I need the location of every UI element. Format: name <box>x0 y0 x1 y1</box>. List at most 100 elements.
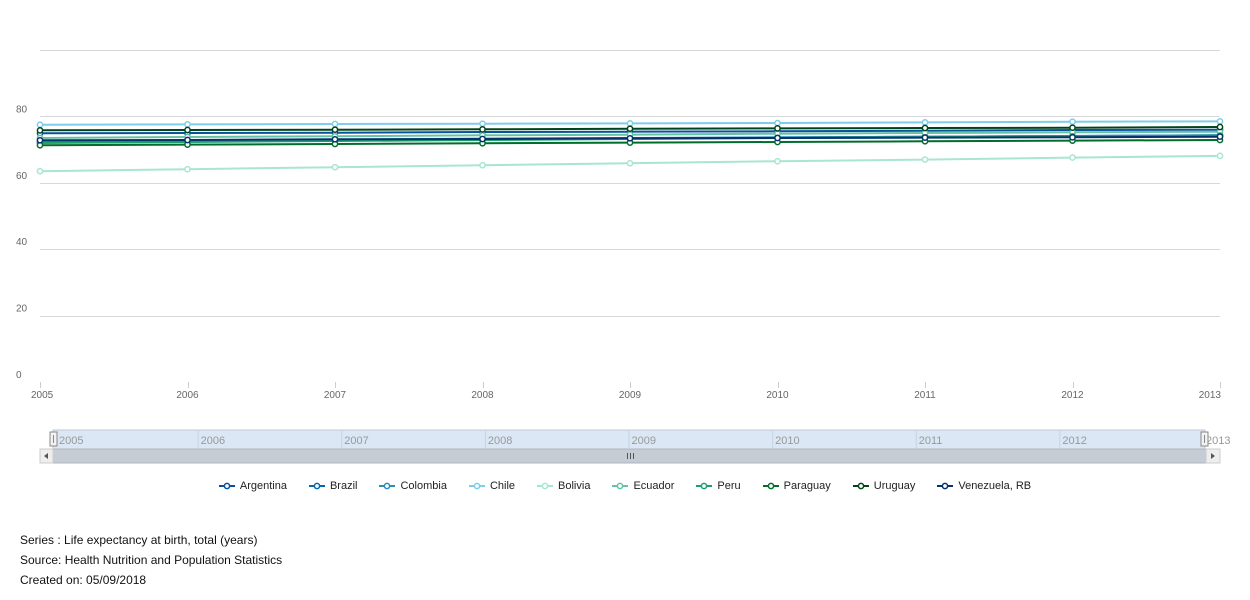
scrollbar-thumb[interactable] <box>52 448 1207 464</box>
data-point[interactable] <box>479 125 486 133</box>
y-tick-label: 60 <box>16 171 28 182</box>
legend-swatch-icon <box>852 482 869 490</box>
data-point[interactable] <box>774 134 781 142</box>
legend-swatch-icon <box>537 482 554 490</box>
scrollbar-grip-icon <box>627 453 634 459</box>
navigator-label: 2007 <box>344 435 368 447</box>
legend-label: Brazil <box>329 480 358 492</box>
legend-label: Peru <box>717 480 741 492</box>
y-tick-label: 40 <box>16 237 28 248</box>
x-tick-label: 2009 <box>619 390 642 401</box>
data-point[interactable] <box>1216 123 1224 131</box>
data-point[interactable] <box>1069 133 1076 141</box>
legend-swatch-icon <box>308 482 325 490</box>
navigator-label: 2010 <box>775 435 799 447</box>
legend-item[interactable]: Peru <box>696 480 741 492</box>
data-point[interactable] <box>1216 152 1224 160</box>
data-point[interactable] <box>331 126 339 134</box>
legend-swatch-icon <box>468 482 485 490</box>
legend-label: Uruguay <box>873 480 916 492</box>
source-note: Source: Health Nutrition and Population … <box>20 553 283 567</box>
legend-label: Paraguay <box>783 480 831 492</box>
navigator-labels: 2005 2006 2007 2008 2009 2010 2011 2012 2013 <box>59 431 1230 448</box>
navigator-label: 2011 <box>919 435 943 447</box>
grid-lines <box>40 50 1220 317</box>
data-point[interactable] <box>1069 118 1076 126</box>
navigator-label: 2009 <box>632 435 656 447</box>
data-point[interactable] <box>921 119 929 126</box>
x-tick-label: 2011 <box>914 390 936 401</box>
data-point[interactable] <box>774 125 781 132</box>
data-point[interactable] <box>36 126 44 134</box>
legend-label: Chile <box>489 480 516 492</box>
series-venezuela-rb[interactable] <box>36 133 1224 144</box>
navigator-label: 2008 <box>488 435 512 447</box>
x-tick-label: 2012 <box>1061 390 1084 401</box>
data-point[interactable] <box>184 165 191 173</box>
legend-label: Ecuador <box>633 480 675 492</box>
data-point[interactable] <box>626 120 634 127</box>
navigator-label: 2005 <box>59 435 83 447</box>
data-point[interactable] <box>331 135 339 143</box>
scroll-left-arrow-icon <box>44 453 48 459</box>
data-point[interactable] <box>921 124 929 132</box>
data-point[interactable] <box>921 156 929 163</box>
legend-item[interactable]: Paraguay <box>762 480 831 492</box>
legend-item[interactable]: Ecuador <box>612 480 674 492</box>
legend-item[interactable]: Uruguay <box>852 480 916 492</box>
chart-legend: Argentina Brazil Colombia Chile Bolivia Ecuad… <box>0 476 1250 496</box>
legend-label: Venezuela, RB <box>958 480 1032 492</box>
data-point[interactable] <box>184 136 191 144</box>
series-bolivia[interactable] <box>36 152 1224 175</box>
navigator-label: 2006 <box>201 435 225 447</box>
x-tick-label: 2005 <box>31 390 54 401</box>
scrollbar[interactable] <box>39 448 1221 464</box>
x-tick-label: 2008 <box>471 390 494 401</box>
data-point[interactable] <box>626 159 634 167</box>
legend-swatch-icon <box>937 482 954 490</box>
data-point[interactable] <box>184 121 191 128</box>
legend-swatch-icon <box>379 482 396 490</box>
legend-item[interactable]: Brazil <box>308 480 358 492</box>
legend-label: Argentina <box>239 480 287 492</box>
x-tick-label: 2007 <box>324 390 347 401</box>
data-point[interactable] <box>331 120 339 128</box>
data-point[interactable] <box>36 167 44 175</box>
series-note: Series : Life expectancy at birth, total… <box>20 533 258 547</box>
chart-footer: Series : Life expectancy at birth, total… <box>20 533 282 593</box>
series-layer <box>36 118 1224 175</box>
data-point[interactable] <box>626 134 634 142</box>
data-point[interactable] <box>1069 154 1076 161</box>
series-chile[interactable] <box>36 118 1224 129</box>
data-point[interactable] <box>184 126 191 134</box>
range-navigator[interactable]: 2005 2006 2007 2008 2009 2010 2011 2012 2013 <box>49 429 1230 450</box>
legend-item[interactable]: Venezuela, RB <box>937 480 1031 492</box>
data-point[interactable] <box>479 120 486 128</box>
data-point[interactable] <box>921 134 929 141</box>
legend-item[interactable]: Bolivia <box>537 480 590 492</box>
data-point[interactable] <box>626 125 634 133</box>
data-point[interactable] <box>774 157 781 165</box>
data-point[interactable] <box>1069 124 1076 132</box>
y-tick-label: 20 <box>16 304 28 315</box>
data-point[interactable] <box>1216 118 1224 125</box>
legend-label: Colombia <box>400 480 447 492</box>
scroll-right-arrow-icon <box>1211 453 1215 459</box>
legend-item[interactable]: Chile <box>468 480 516 492</box>
data-point[interactable] <box>479 161 486 169</box>
series-uruguay[interactable] <box>36 123 1224 134</box>
x-tick-label: 2013 <box>1199 390 1222 401</box>
data-point[interactable] <box>479 135 486 143</box>
created-date: Created on: 05/09/2018 <box>20 573 147 587</box>
legend-swatch-icon <box>762 482 779 490</box>
x-tick-label: 2006 <box>176 390 199 401</box>
data-point[interactable] <box>36 136 44 144</box>
legend-item[interactable]: Argentina <box>218 480 287 492</box>
data-point[interactable] <box>774 119 781 127</box>
data-point[interactable] <box>331 163 339 171</box>
data-point[interactable] <box>36 121 44 129</box>
data-point[interactable] <box>1216 133 1224 141</box>
line-chart: 0 20 40 60 80 2005 2006 2007 2008 2009 2010 2011 201… <box>16 50 1230 464</box>
y-tick-label: 0 <box>16 370 22 381</box>
legend-item[interactable]: Colombia <box>379 480 447 492</box>
